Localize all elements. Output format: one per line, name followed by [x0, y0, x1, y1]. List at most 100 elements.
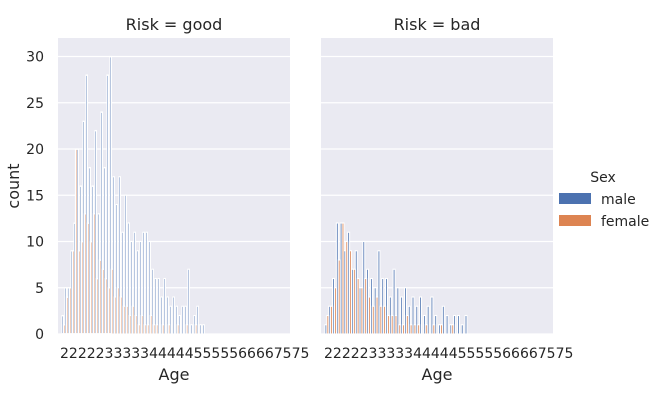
bar-good-female: [167, 324, 171, 335]
bar-bad-female: [337, 259, 341, 335]
bar-bad-female: [383, 305, 387, 335]
bar-good-female: [125, 305, 129, 335]
bar-good-female: [83, 213, 87, 335]
panel-good-title: Risk = good: [126, 15, 223, 34]
bar-bad-female: [432, 324, 436, 335]
bar-bad-female: [402, 324, 406, 335]
bar-bad-female: [349, 250, 353, 335]
bar-good-female: [116, 287, 120, 335]
bar-bad-female: [405, 314, 409, 335]
panel-bad-title: Risk = bad: [394, 15, 481, 34]
bar-good-male: [142, 231, 145, 335]
bar-bad-male: [441, 305, 445, 335]
bar-bad-female: [379, 305, 383, 335]
legend-title: Sex: [590, 170, 616, 186]
legend-swatch-female: [559, 215, 591, 226]
y-tick-label: 5: [35, 281, 44, 297]
bar-bad-male: [411, 296, 415, 335]
bar-good-male: [181, 305, 184, 335]
bar-bad-male: [392, 268, 396, 335]
bar-good-male: [106, 74, 109, 335]
bar-good-male: [172, 296, 175, 335]
bar-good-female: [128, 314, 132, 335]
bar-good-female: [131, 305, 135, 335]
bar-good-male: [154, 277, 157, 335]
bar-good-female: [113, 296, 117, 335]
bar-good-male: [160, 296, 163, 335]
bar-good-female: [110, 268, 114, 335]
bar-bad-female: [345, 240, 349, 335]
panel-good: Risk = good 2222233333444445555566667575…: [58, 15, 309, 384]
y-tick-label: 20: [26, 142, 44, 158]
bar-bad-female: [364, 277, 368, 335]
bar-bad-female: [375, 296, 379, 335]
bar-good-male: [163, 277, 166, 335]
bar-bad-female: [352, 268, 356, 335]
bar-good-female: [89, 240, 93, 335]
bar-good-male: [136, 250, 139, 335]
bar-bad-female: [333, 287, 337, 335]
bar-good-male: [100, 111, 104, 335]
bar-good-female: [104, 277, 108, 335]
bar-good-male: [157, 277, 160, 335]
bar-good-male: [103, 166, 106, 335]
bar-bad-male: [430, 296, 434, 335]
bar-good-female: [143, 324, 147, 335]
bar-good-male: [130, 240, 133, 335]
bar-good-female: [80, 240, 84, 335]
y-tick-label: 25: [26, 96, 44, 112]
bar-good-female: [92, 213, 96, 335]
bar-good-female: [74, 148, 78, 335]
bar-good-female: [71, 250, 75, 335]
bar-bad-male: [400, 296, 404, 335]
bar-bad-male: [460, 324, 464, 335]
bar-good-female: [134, 314, 138, 335]
panel-bad-bars: [324, 222, 468, 335]
bar-good-male: [85, 74, 89, 335]
bar-good-male: [139, 240, 142, 335]
bar-good-male: [109, 55, 112, 335]
bar-bad-female: [398, 324, 402, 335]
bar-good-female: [62, 324, 66, 335]
bar-bad-female: [394, 314, 398, 335]
y-tick-label: 0: [35, 327, 44, 343]
bar-good-female: [68, 287, 72, 335]
bar-bad-male: [419, 296, 423, 335]
bar-good-female: [98, 259, 102, 335]
bar-good-male: [124, 194, 127, 335]
y-axis-label: count: [4, 163, 23, 208]
panel-bad-xlabel: Age: [422, 365, 453, 384]
bar-good-female: [119, 296, 123, 335]
panel-good-bars: [61, 55, 205, 335]
bar-good-male: [199, 324, 202, 335]
bar-bad-female: [409, 324, 413, 335]
bar-good-male: [121, 231, 124, 335]
bar-bad-female: [439, 324, 443, 335]
y-tick-label: 30: [26, 50, 44, 66]
bar-bad-male: [415, 305, 419, 335]
bar-bad-female: [424, 324, 428, 335]
panel-good-xlabel: Age: [159, 365, 190, 384]
bar-good-female: [140, 314, 144, 335]
panel-good-xtick-labels: 2222233333444445555566667575: [60, 346, 309, 362]
bar-bad-female: [367, 296, 371, 335]
bar-good-male: [145, 231, 148, 335]
bar-bad-female: [417, 324, 421, 335]
bar-bad-male: [445, 314, 449, 335]
bar-good-male: [202, 324, 205, 335]
bar-bad-female: [386, 314, 390, 335]
bar-good-female: [95, 277, 99, 335]
bar-good-male: [175, 305, 178, 335]
bar-good-male: [166, 296, 169, 335]
bar-good-female: [152, 324, 156, 335]
bar-bad-female: [451, 324, 455, 335]
bar-bad-male: [456, 314, 460, 335]
panel-bad: Risk = bad 2222233333444445555566667575 …: [321, 15, 573, 384]
bar-bad-female: [371, 305, 375, 335]
bar-good-male: [127, 222, 130, 335]
bar-good-female: [137, 324, 141, 335]
bar-bad-female: [356, 277, 360, 335]
bar-good-male: [169, 305, 172, 335]
bar-good-female: [86, 222, 90, 335]
